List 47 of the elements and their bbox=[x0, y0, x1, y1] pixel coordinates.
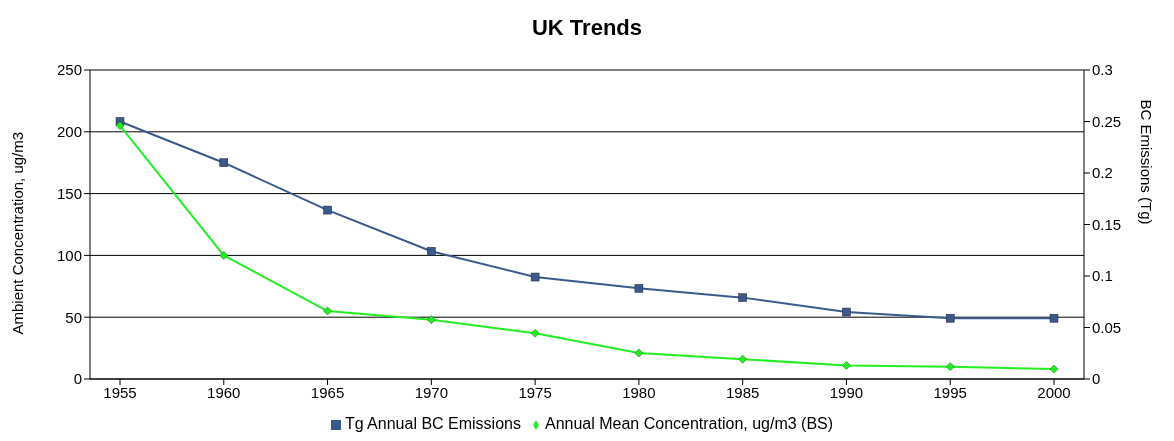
y2-axis-title: BC Emissions (Tg) bbox=[1137, 99, 1155, 225]
x-tick-label: 1960 bbox=[207, 383, 241, 401]
x-tick-label: 2000 bbox=[1037, 383, 1071, 401]
point bbox=[219, 158, 229, 167]
point bbox=[945, 313, 955, 323]
y2-tick-label: 0.25 bbox=[1092, 112, 1122, 130]
point bbox=[634, 348, 644, 358]
point bbox=[427, 247, 436, 256]
y2-tick-label: 0.2 bbox=[1092, 164, 1113, 182]
point bbox=[842, 307, 851, 317]
point bbox=[634, 284, 644, 293]
point bbox=[738, 293, 747, 302]
y-tick-label: 50 bbox=[65, 308, 82, 326]
point bbox=[1049, 313, 1059, 323]
point bbox=[842, 361, 851, 370]
x-tick-label: 1965 bbox=[310, 383, 345, 401]
point bbox=[738, 354, 747, 364]
y2-tick-label: 0 bbox=[1092, 370, 1101, 388]
x-tick-label: 1970 bbox=[414, 383, 449, 401]
y-tick-label: 0 bbox=[73, 370, 82, 388]
y-tick-label: 100 bbox=[56, 246, 82, 264]
x-tick-label: 1975 bbox=[518, 383, 552, 401]
point bbox=[530, 272, 540, 282]
y2-tick-label: 0.3 bbox=[1092, 61, 1113, 79]
legend-label: Annual Mean Concentration, ug/m3 (BS) bbox=[544, 415, 834, 432]
y2-tick-label: 0.15 bbox=[1092, 215, 1122, 233]
y-tick-label: 250 bbox=[56, 61, 82, 79]
y-axis-title: Ambient Concentration, ug/m3 bbox=[9, 131, 27, 335]
point bbox=[1049, 364, 1059, 374]
point bbox=[323, 306, 332, 316]
x-tick-label: 1955 bbox=[103, 383, 137, 401]
y-tick-label: 150 bbox=[56, 184, 82, 202]
legend-label: Tg Annual BC Emissions bbox=[344, 415, 521, 432]
x-tick-label: 1980 bbox=[622, 383, 656, 401]
point bbox=[323, 205, 332, 215]
point bbox=[530, 329, 540, 338]
point bbox=[945, 362, 955, 371]
x-tick-label: 1985 bbox=[725, 383, 760, 401]
point bbox=[427, 315, 436, 324]
chart-title: UK Trends bbox=[531, 14, 643, 42]
x-tick-label: 1995 bbox=[933, 383, 967, 401]
y2-tick-label: 0.1 bbox=[1092, 267, 1113, 285]
point bbox=[115, 121, 125, 130]
point bbox=[219, 251, 229, 260]
y-tick-label: 200 bbox=[56, 123, 82, 141]
y2-tick-label: 0.05 bbox=[1092, 318, 1122, 336]
x-tick-label: 1990 bbox=[829, 383, 864, 401]
